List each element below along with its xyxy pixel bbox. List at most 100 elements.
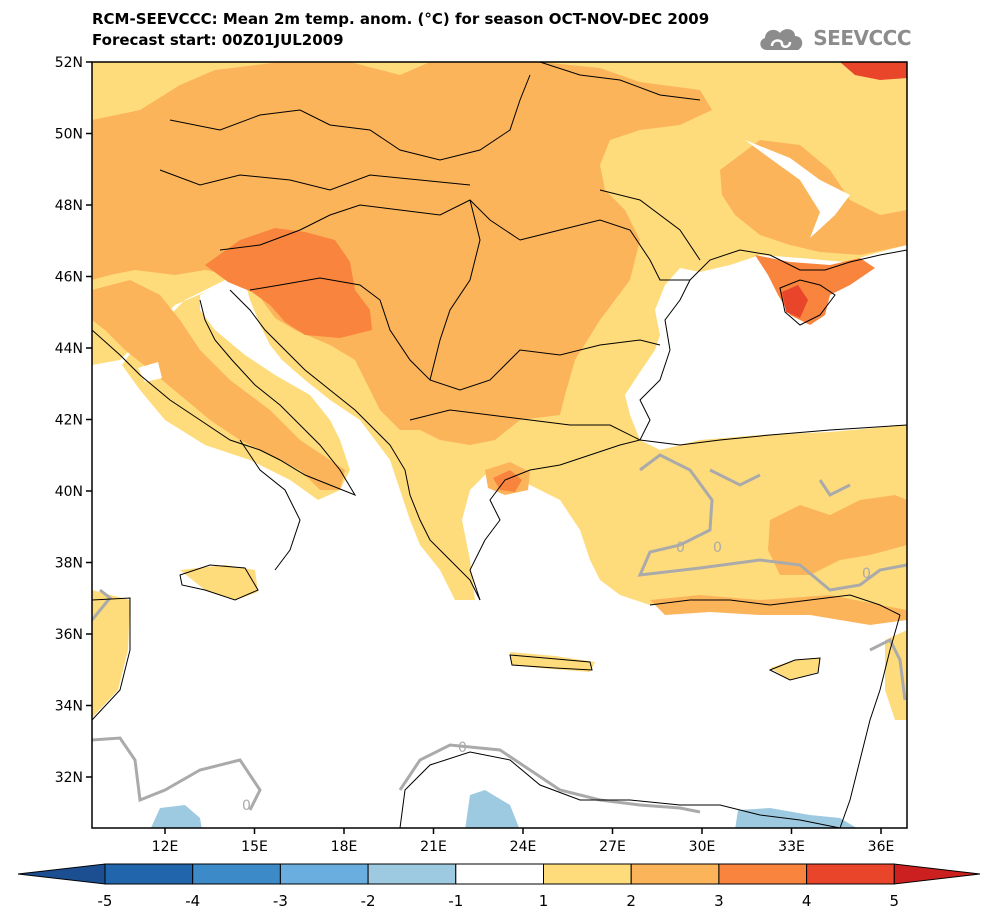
zero-contours	[92, 453, 907, 814]
latitude-label: 48N	[55, 198, 83, 214]
colorbar-label: 4	[802, 892, 812, 910]
latitude-label: 50N	[55, 127, 83, 143]
anomaly-1to2-sicily	[180, 565, 258, 600]
colorbar-segment	[367, 863, 457, 885]
longitude-label: 12E	[152, 839, 179, 855]
zero-contour-line	[869, 637, 907, 701]
cloud-icon	[760, 29, 803, 50]
longitude-label: 21E	[420, 839, 447, 855]
levant-coastline	[839, 614, 901, 828]
anomaly-2to3-coast	[650, 595, 907, 625]
longitude-label: 33E	[778, 839, 805, 855]
libya-egypt-coastline	[399, 751, 841, 828]
border-line	[159, 169, 471, 191]
longitude-label: 15E	[241, 839, 268, 855]
colorbar-segment	[630, 863, 720, 885]
anomaly-4to5-crimea	[782, 285, 808, 318]
crimea-coastline	[779, 279, 836, 326]
latitude-label: 32N	[55, 770, 83, 786]
zero-contour-line	[92, 588, 113, 621]
colorbar-label: -1	[448, 892, 463, 910]
black-sea-coastline	[689, 249, 907, 281]
latitude-label: 34N	[55, 699, 83, 715]
contour-label: 0	[676, 540, 685, 556]
anomaly-2to3-anatolia	[768, 495, 907, 575]
colorbar-over-arrow	[893, 863, 981, 885]
colorbar-label: 5	[890, 892, 900, 910]
border-line	[409, 409, 641, 441]
longitude-label: 24E	[510, 839, 537, 855]
logo-text: SEEVCCC	[813, 26, 911, 50]
border-line	[539, 62, 701, 101]
latitude-label: 40N	[55, 484, 83, 500]
italy-coastline	[92, 299, 357, 497]
latitude-label: 46N	[55, 270, 83, 286]
forecast-start-label: Forecast start: 00Z01JUL2009	[92, 31, 344, 49]
border-line	[519, 219, 690, 281]
border-line	[219, 199, 521, 251]
anomaly-minus-1to2-patch	[150, 805, 202, 828]
zero-contour-line	[818, 479, 851, 497]
colorbar-segment	[455, 863, 544, 885]
contour-label: 0	[458, 740, 467, 756]
contour-label: 0	[862, 566, 871, 582]
colorbar-under-arrow	[17, 863, 106, 885]
anomaly-near-zero-patch	[138, 362, 162, 382]
anomaly-1to2-levant	[885, 630, 907, 720]
latitude-label: 42N	[55, 413, 83, 429]
colorbar-segment	[718, 863, 808, 885]
anomaly-1to2-cyprus	[770, 658, 820, 680]
anomaly-1to2-africa	[92, 590, 130, 718]
zero-contour-line	[92, 736, 262, 811]
latitude-label: 44N	[55, 341, 83, 357]
longitude-label: 30E	[689, 839, 716, 855]
zero-contour-line	[637, 453, 907, 592]
border-line	[429, 199, 481, 381]
zero-contour-line	[709, 468, 761, 487]
colorbar-segment	[104, 863, 194, 885]
crete-coastline	[509, 654, 593, 671]
cyprus-coastline	[768, 657, 821, 681]
latitude-label: 52N	[55, 55, 83, 71]
greece-aegean-coastline	[469, 279, 691, 601]
latitude-axis: 52N 50N 48N 46N 44N 42N 40N 38N 36N 34N 32N	[55, 55, 92, 786]
coastlines-and-borders	[92, 62, 907, 828]
italy-heel-coastline	[239, 439, 301, 571]
colorbar-label: 3	[714, 892, 724, 910]
colorbar-segment	[806, 863, 895, 885]
colorbar-segment	[543, 863, 632, 885]
anomaly-fields	[92, 62, 907, 828]
colorbar-label: 1	[539, 892, 549, 910]
border-line	[599, 189, 701, 261]
zero-contour-line	[398, 743, 701, 814]
colorbar-label: -5	[98, 892, 113, 910]
border-line	[169, 74, 531, 161]
colorbar-label: -2	[361, 892, 376, 910]
sicily-coastline	[179, 564, 259, 601]
colorbar: -5 -4 -3 -2 -1 1 2 3 4 5	[17, 863, 981, 910]
anomaly-minus-1to2-patch	[465, 790, 520, 828]
anomaly-near-zero-patch	[745, 140, 850, 238]
anomaly-2to3-west	[92, 280, 345, 490]
colorbar-label: 2	[626, 892, 636, 910]
contour-label: 0	[713, 540, 722, 556]
anomaly-2to3-area	[92, 62, 712, 445]
longitude-label: 36E	[868, 839, 895, 855]
adriatic-east-coastline	[229, 289, 481, 601]
colorbar-segment	[192, 863, 281, 885]
seevccc-logo: SEEVCCC	[757, 24, 911, 52]
colorbar-label: -4	[185, 892, 200, 910]
longitude-label: 27E	[599, 839, 626, 855]
contour-label: 0	[242, 798, 251, 814]
latitude-label: 38N	[55, 556, 83, 572]
anomaly-3to4-pannonia	[205, 228, 372, 338]
longitude-label: 18E	[331, 839, 358, 855]
anomaly-4to5-northeast	[840, 62, 907, 80]
africa-coastline	[92, 597, 131, 721]
longitude-axis: 12E 15E 18E 21E 24E 27E 30E 33E 36E	[152, 828, 895, 855]
map-frame	[91, 61, 908, 829]
anatolia-coastline	[639, 424, 907, 446]
contour-labels: 0 0 0 0 0	[242, 540, 871, 814]
anatolia-south-coastline	[649, 594, 901, 616]
